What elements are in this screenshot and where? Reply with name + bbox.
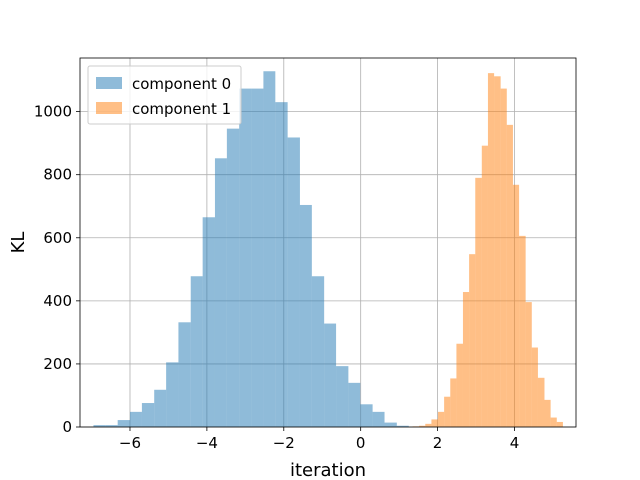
histogram-bar-component-0 [178,322,191,427]
histogram-bar-component-0 [93,425,106,427]
histogram-bar-component-0 [190,276,203,427]
histogram-bar-component-1 [456,343,463,427]
histogram-bar-component-0 [166,362,179,427]
histogram-bar-component-0 [141,403,155,427]
histogram-bar-component-0 [360,404,373,427]
histogram-bar-component-1 [450,378,457,427]
histogram-bar-component-1 [475,177,482,427]
histogram-bar-component-1 [487,73,495,427]
histogram-bar-component-1 [431,419,438,427]
y-tick-label: 1000 [34,103,72,121]
histogram-bar-component-1 [537,377,545,427]
histogram-bar-component-0 [251,88,264,427]
histogram-bar-component-1 [469,254,476,427]
axis-ticks: −6 −4 −2 0 2 4 0 200 400 600 800 1000 [34,103,519,452]
histogram-bar-component-0 [214,158,227,428]
legend-swatch-component-1 [96,102,122,114]
histogram-bar-component-0 [348,382,361,427]
histogram-bar-component-0 [202,217,215,427]
histogram-bar-component-1 [437,411,445,427]
histogram-bar-component-1 [506,124,513,427]
histogram-bar-component-0 [299,204,312,427]
y-tick-label: 200 [43,355,72,373]
histogram-bar-component-0 [226,128,240,427]
histogram-bars [93,71,563,428]
histogram-bar-component-1 [425,423,432,427]
histogram-bar-component-0 [154,389,167,427]
histogram-bar-component-0 [336,366,349,427]
x-tick-label: 2 [433,434,443,452]
histogram-bar-component-1 [500,88,507,427]
legend-box [87,65,242,125]
histogram-bar-component-0 [396,425,409,427]
y-tick-label: 0 [62,418,72,436]
y-tick-label: 800 [43,166,72,184]
histogram-bar-component-1 [544,399,551,427]
x-tick-label: 4 [510,434,520,452]
x-axis-title: iteration [290,460,366,480]
x-tick-label: −6 [119,434,141,452]
histogram-bar-component-1 [519,235,526,427]
histogram-bar-component-1 [556,421,563,427]
histogram-bar-component-0 [129,411,142,427]
histogram-bar-component-0 [372,411,385,427]
histogram-bar-component-1 [531,347,538,427]
y-tick-label: 600 [43,229,72,247]
legend: component 0 component 1 [87,65,242,125]
histogram-bar-component-1 [444,396,451,427]
histogram-bar-component-1 [462,292,470,427]
histogram-bar-component-0 [105,425,118,427]
legend-swatch-component-0 [96,77,122,89]
legend-label-component-0: component 0 [132,75,231,93]
histogram-bar-component-0 [311,276,325,427]
y-axis-title: KL [8,232,29,254]
legend-label-component-1: component 1 [132,100,231,118]
histogram-bar-component-0 [287,137,300,427]
histogram-bar-component-0 [117,420,130,427]
histogram-bar-component-1 [481,145,488,427]
histogram-bar-component-1 [525,302,532,427]
histogram-bar-component-1 [419,425,426,427]
histogram-bar-component-1 [550,417,557,427]
histogram-bar-component-0 [384,422,397,427]
x-tick-label: 0 [356,434,366,452]
x-tick-label: −4 [196,434,218,452]
histogram-bar-component-0 [263,71,276,427]
y-tick-label: 400 [43,292,72,310]
histogram-bar-component-0 [275,102,288,428]
histogram-bar-component-1 [512,184,520,427]
histogram-bar-component-1 [494,76,501,428]
x-tick-label: −2 [273,434,295,452]
histogram-bar-component-0 [324,323,337,427]
plot-frame [79,57,577,428]
histogram-bar-component-0 [239,88,252,427]
